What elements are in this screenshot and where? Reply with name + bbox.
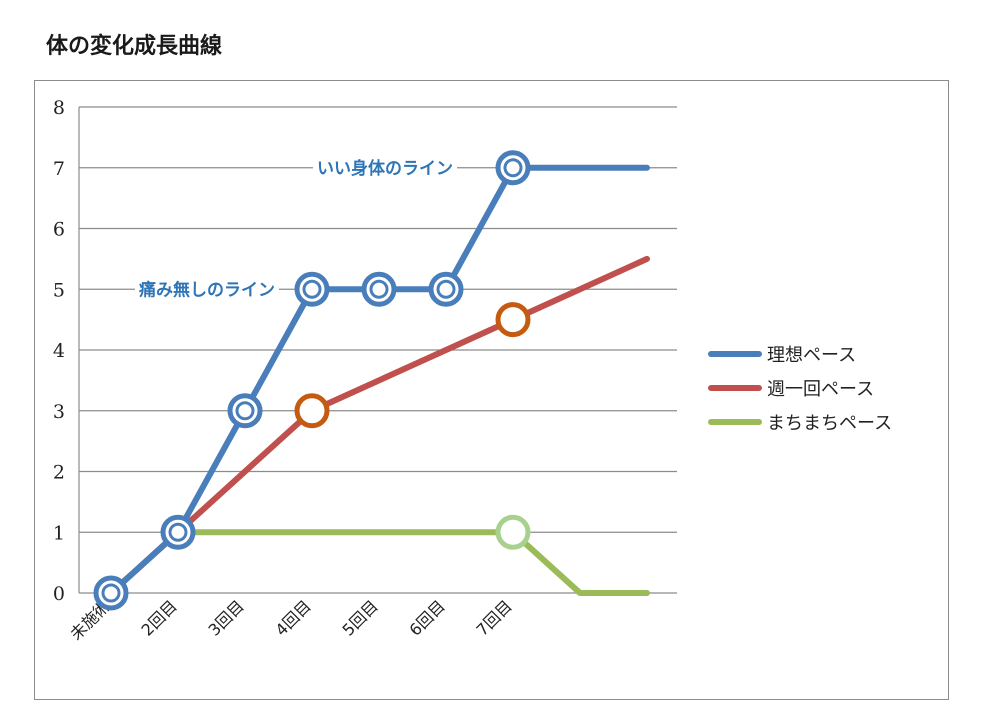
- x-tick-label: 5回目: [339, 596, 382, 639]
- data-point-marker: [495, 150, 531, 186]
- data-point-marker: [495, 514, 531, 550]
- series-line-週一回ペース: [108, 255, 650, 596]
- y-tick-label: 0: [53, 583, 65, 605]
- data-point-marker-inner: [503, 158, 523, 178]
- y-tick-label: 5: [53, 279, 65, 301]
- legend-label: 理想ペース: [767, 345, 856, 366]
- y-tick-label: 8: [53, 97, 65, 119]
- y-tick-label: 6: [53, 219, 65, 241]
- data-point-marker: [93, 575, 129, 611]
- x-tick-label: 7回目: [473, 596, 516, 639]
- series-line-まちまちペース: [108, 529, 650, 596]
- annotation-label: 痛み無しのライン: [139, 279, 275, 300]
- series-markers: [93, 150, 531, 611]
- data-point-marker-inner: [168, 522, 188, 542]
- annotation-backdrop: [135, 278, 279, 302]
- y-tick-label: 7: [53, 158, 65, 180]
- data-point-marker: [294, 271, 330, 307]
- x-tick-labels: 未施術 2回目 3回目 4回目 5回目 6回目 7回目: [66, 596, 515, 643]
- annotation-backdrop: [313, 156, 457, 180]
- y-tick-label: 4: [53, 340, 65, 362]
- x-tick-label: 6回目: [406, 596, 449, 639]
- y-tick-labels: 0 1 2 3 4 5 6 7 8: [53, 97, 65, 605]
- y-tick-label: 2: [53, 462, 65, 484]
- data-point-marker-inner: [235, 401, 255, 421]
- annotation-label: いい身体のライン: [317, 158, 453, 179]
- data-point-marker: [495, 302, 531, 338]
- y-tick-label: 3: [53, 401, 65, 423]
- data-point-marker-inner: [101, 583, 121, 603]
- data-point-marker-inner: [369, 279, 389, 299]
- data-point-marker: [361, 271, 397, 307]
- page-title: 体の変化成長曲線: [46, 34, 223, 59]
- y-tick-label: 1: [53, 522, 65, 544]
- legend-label: まちまちペース: [767, 413, 892, 434]
- x-tick-label: 2回目: [138, 596, 181, 639]
- data-point-marker: [227, 393, 263, 429]
- data-point-marker: [160, 514, 196, 550]
- x-tick-label: 3回目: [205, 596, 248, 639]
- legend-label: 週一回ペース: [767, 379, 874, 400]
- x-tick-label: 4回目: [272, 596, 315, 639]
- data-point-marker: [428, 271, 464, 307]
- data-point-marker-inner: [302, 279, 322, 299]
- data-point-marker: [294, 393, 330, 429]
- data-point-marker-inner: [436, 279, 456, 299]
